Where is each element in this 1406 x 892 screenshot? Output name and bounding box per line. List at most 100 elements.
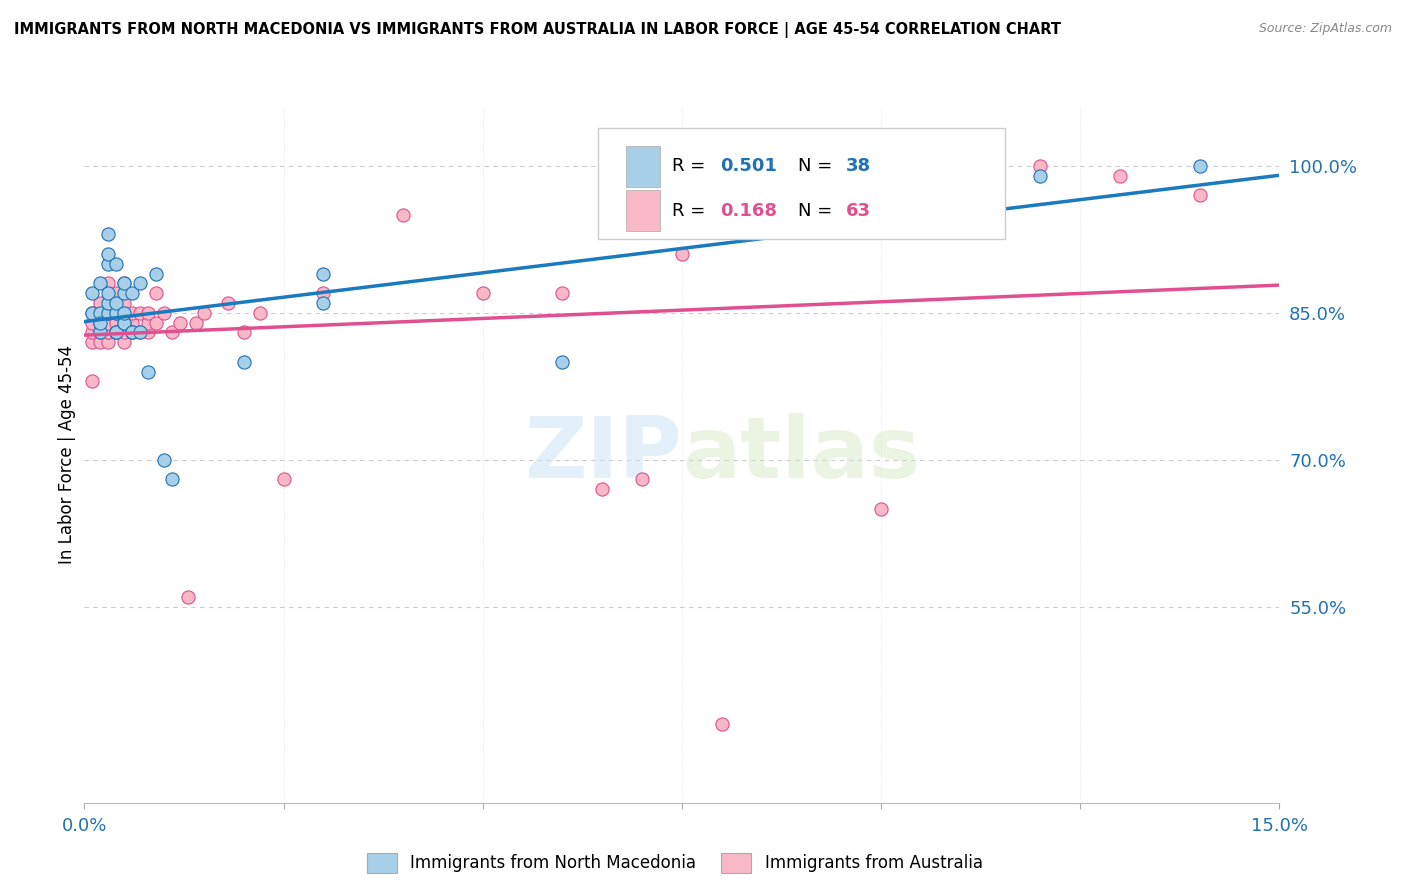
Text: N =: N = xyxy=(797,157,838,175)
Point xyxy=(97,286,120,301)
Point xyxy=(1109,169,1132,183)
Point xyxy=(121,326,143,340)
Point xyxy=(129,326,152,340)
Point xyxy=(870,188,893,202)
Point xyxy=(105,286,128,301)
Point xyxy=(160,326,183,340)
Point xyxy=(82,286,104,301)
Text: 15.0%: 15.0% xyxy=(1251,817,1308,836)
Point xyxy=(129,306,152,320)
Point xyxy=(97,296,120,310)
Point xyxy=(184,316,207,330)
Point xyxy=(312,296,335,310)
Point xyxy=(136,306,159,320)
Point xyxy=(471,286,494,301)
Point xyxy=(193,306,215,320)
Point xyxy=(89,306,111,320)
Point xyxy=(710,717,733,731)
Point xyxy=(631,472,654,486)
Point xyxy=(97,326,120,340)
Point xyxy=(89,316,111,330)
Text: 0.501: 0.501 xyxy=(720,157,778,175)
Point xyxy=(97,257,120,271)
Point xyxy=(177,590,200,604)
Point xyxy=(97,316,120,330)
Point xyxy=(121,316,143,330)
Text: 0.168: 0.168 xyxy=(720,202,778,219)
Point xyxy=(82,335,104,350)
FancyBboxPatch shape xyxy=(626,145,661,186)
Point xyxy=(671,247,693,261)
Point xyxy=(145,267,167,281)
Point xyxy=(312,286,335,301)
Text: 0.0%: 0.0% xyxy=(62,817,107,836)
Point xyxy=(89,316,111,330)
Point xyxy=(89,335,111,350)
Point xyxy=(129,326,152,340)
Point xyxy=(82,316,104,330)
Text: N =: N = xyxy=(797,202,838,219)
Point xyxy=(145,286,167,301)
Text: 38: 38 xyxy=(845,157,870,175)
Point xyxy=(82,326,104,340)
Point xyxy=(551,286,574,301)
Point xyxy=(89,306,111,320)
Point xyxy=(105,296,128,310)
Point xyxy=(121,286,143,301)
Point xyxy=(89,306,111,320)
Point xyxy=(1188,159,1211,173)
Point xyxy=(105,326,128,340)
Text: atlas: atlas xyxy=(682,413,920,497)
Point xyxy=(89,326,111,340)
FancyBboxPatch shape xyxy=(599,128,1005,239)
Point xyxy=(112,306,135,320)
Point xyxy=(105,306,128,320)
Point xyxy=(121,326,143,340)
Point xyxy=(105,326,128,340)
Point xyxy=(97,335,120,350)
Point xyxy=(105,316,128,330)
Point xyxy=(153,452,176,467)
Text: ZIP: ZIP xyxy=(524,413,682,497)
Point xyxy=(145,316,167,330)
Point xyxy=(89,296,111,310)
Point xyxy=(136,365,159,379)
Point xyxy=(112,306,135,320)
Text: R =: R = xyxy=(672,157,711,175)
Point xyxy=(392,208,415,222)
Text: IMMIGRANTS FROM NORTH MACEDONIA VS IMMIGRANTS FROM AUSTRALIA IN LABOR FORCE | AG: IMMIGRANTS FROM NORTH MACEDONIA VS IMMIG… xyxy=(14,22,1062,38)
Point xyxy=(232,355,254,369)
Point xyxy=(89,326,111,340)
Point xyxy=(790,169,813,183)
Point xyxy=(105,326,128,340)
Point xyxy=(112,335,135,350)
Point xyxy=(121,306,143,320)
Point xyxy=(97,306,120,320)
Text: Source: ZipAtlas.com: Source: ZipAtlas.com xyxy=(1258,22,1392,36)
Point xyxy=(312,267,335,281)
Point xyxy=(82,306,104,320)
Y-axis label: In Labor Force | Age 45-54: In Labor Force | Age 45-54 xyxy=(58,345,76,565)
Point xyxy=(136,326,159,340)
Point xyxy=(112,286,135,301)
Point xyxy=(121,326,143,340)
Point xyxy=(105,326,128,340)
Point xyxy=(551,355,574,369)
Point xyxy=(112,326,135,340)
Point xyxy=(273,472,295,486)
Text: R =: R = xyxy=(672,202,711,219)
Point xyxy=(97,277,120,291)
Point xyxy=(169,316,191,330)
Point xyxy=(591,482,613,496)
Point xyxy=(112,296,135,310)
Point xyxy=(97,316,120,330)
Point xyxy=(153,306,176,320)
Point xyxy=(97,247,120,261)
Point xyxy=(105,257,128,271)
Legend: Immigrants from North Macedonia, Immigrants from Australia: Immigrants from North Macedonia, Immigra… xyxy=(360,847,990,880)
Point xyxy=(136,316,159,330)
Point xyxy=(112,316,135,330)
Point xyxy=(1029,159,1052,173)
Point xyxy=(97,227,120,242)
Point xyxy=(1188,188,1211,202)
